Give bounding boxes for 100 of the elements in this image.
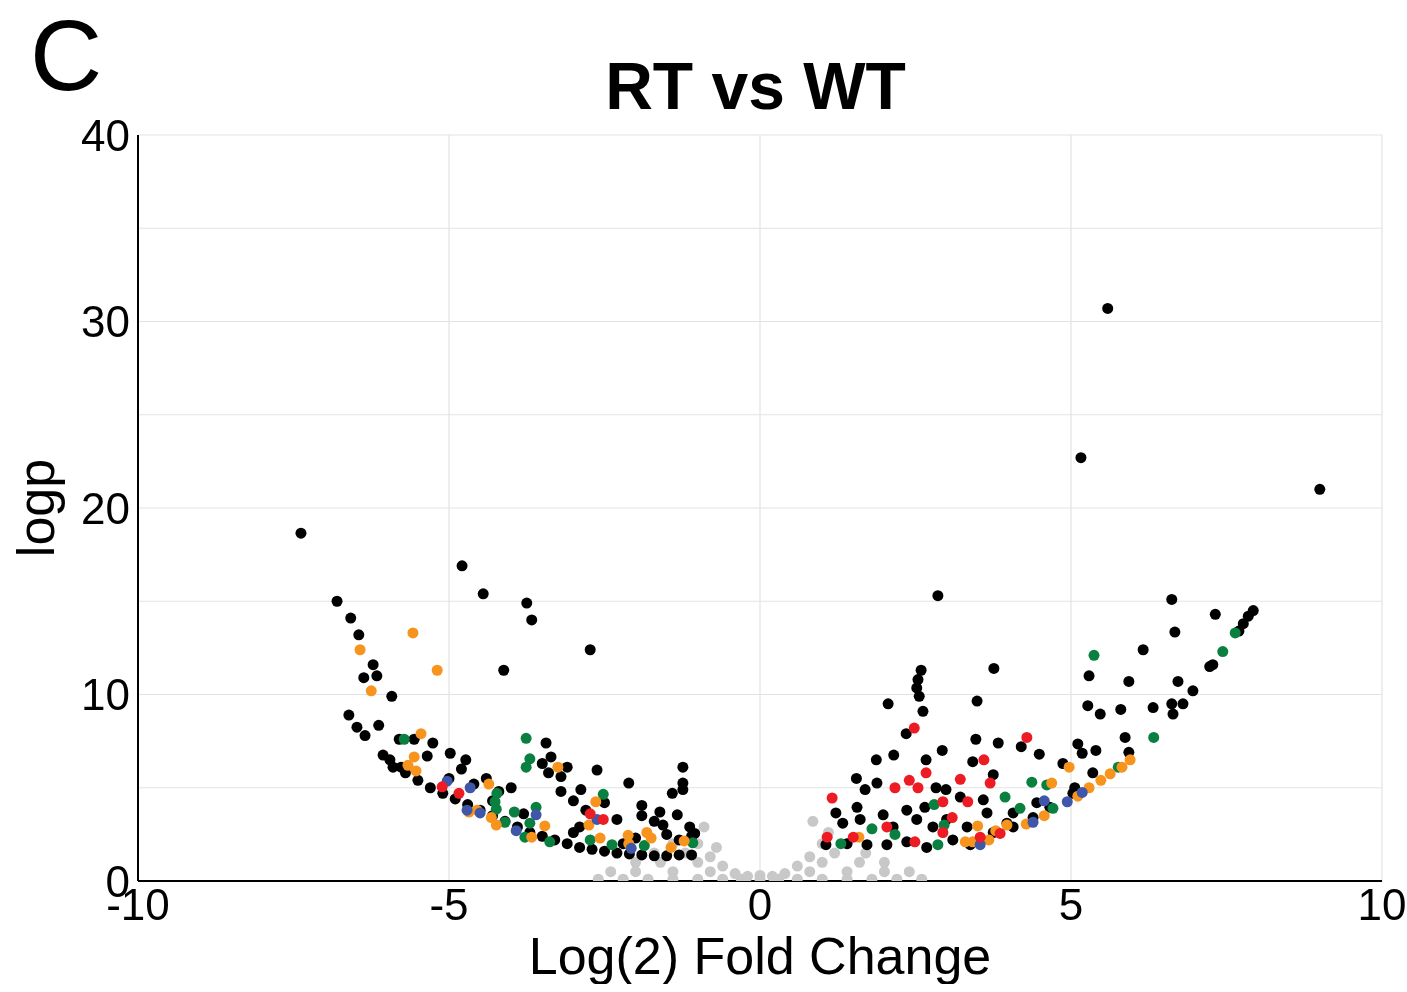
point [630, 856, 642, 868]
x-tick-label: 5 [1058, 880, 1084, 930]
point [483, 778, 495, 790]
y-tick-label: 30 [81, 297, 130, 347]
point [510, 825, 522, 837]
point [804, 866, 816, 878]
point [946, 812, 958, 824]
point [766, 870, 778, 881]
point [821, 831, 833, 843]
point [932, 839, 944, 851]
point [584, 834, 596, 846]
point [365, 685, 377, 697]
point [974, 831, 986, 843]
point [402, 759, 414, 771]
point [584, 808, 596, 820]
point [972, 820, 984, 832]
point [984, 777, 996, 789]
point [524, 817, 536, 829]
point [431, 664, 443, 676]
point [407, 627, 419, 639]
point [791, 860, 803, 872]
point [889, 782, 901, 794]
point [710, 841, 722, 853]
point [1046, 777, 1058, 789]
point [1088, 649, 1100, 661]
point [1014, 802, 1026, 814]
point [590, 796, 602, 808]
point [408, 751, 420, 763]
point [881, 821, 893, 833]
point [866, 823, 878, 835]
point [453, 787, 465, 799]
point [530, 809, 542, 821]
point [928, 799, 940, 811]
point [464, 782, 476, 794]
point [704, 866, 716, 878]
point [912, 782, 924, 794]
x-tick-label: 10 [1357, 880, 1407, 930]
point [1116, 761, 1128, 773]
point [1095, 774, 1107, 786]
point [605, 866, 617, 878]
text: C [30, 7, 103, 111]
point [398, 733, 410, 745]
point [717, 860, 729, 872]
point [826, 792, 838, 804]
point [692, 856, 704, 868]
point [410, 765, 422, 777]
point [1104, 768, 1116, 780]
point [854, 856, 866, 868]
point [606, 839, 618, 851]
point [937, 827, 949, 839]
point [1021, 731, 1033, 743]
point [878, 856, 890, 868]
point [354, 644, 366, 656]
point [742, 870, 754, 881]
point [597, 788, 609, 800]
point [909, 836, 921, 848]
point [889, 828, 901, 840]
point [678, 835, 690, 847]
point [1076, 786, 1088, 798]
x-tick-label: -5 [429, 880, 469, 930]
point [1038, 795, 1050, 807]
point [1217, 646, 1229, 658]
point [1038, 810, 1050, 822]
y-tick-label: 10 [81, 670, 130, 720]
point [704, 851, 716, 863]
point [804, 851, 816, 863]
point [490, 803, 502, 815]
point [638, 840, 650, 852]
point [436, 781, 448, 793]
point [903, 774, 915, 786]
chart-title: RT vs WT [605, 49, 906, 123]
point [552, 761, 564, 773]
point [994, 827, 1006, 839]
point [1229, 627, 1241, 639]
point [526, 831, 538, 843]
point [698, 821, 710, 833]
point [1148, 731, 1160, 743]
y-axis-title: logp [7, 458, 66, 558]
point [835, 838, 847, 850]
point [524, 753, 536, 765]
point [594, 832, 606, 844]
point [779, 868, 791, 880]
point [520, 732, 532, 744]
point [729, 868, 741, 880]
point [1026, 776, 1038, 788]
point [415, 728, 427, 740]
point [645, 832, 657, 844]
point [999, 791, 1011, 803]
point [954, 773, 966, 785]
point [539, 820, 551, 832]
point [508, 806, 520, 818]
point [625, 842, 637, 854]
point [1027, 816, 1039, 828]
point [1063, 761, 1075, 773]
point [1061, 796, 1073, 808]
point [520, 761, 532, 773]
point [920, 767, 932, 779]
point [937, 796, 949, 808]
point [903, 866, 915, 878]
point [1124, 754, 1136, 766]
